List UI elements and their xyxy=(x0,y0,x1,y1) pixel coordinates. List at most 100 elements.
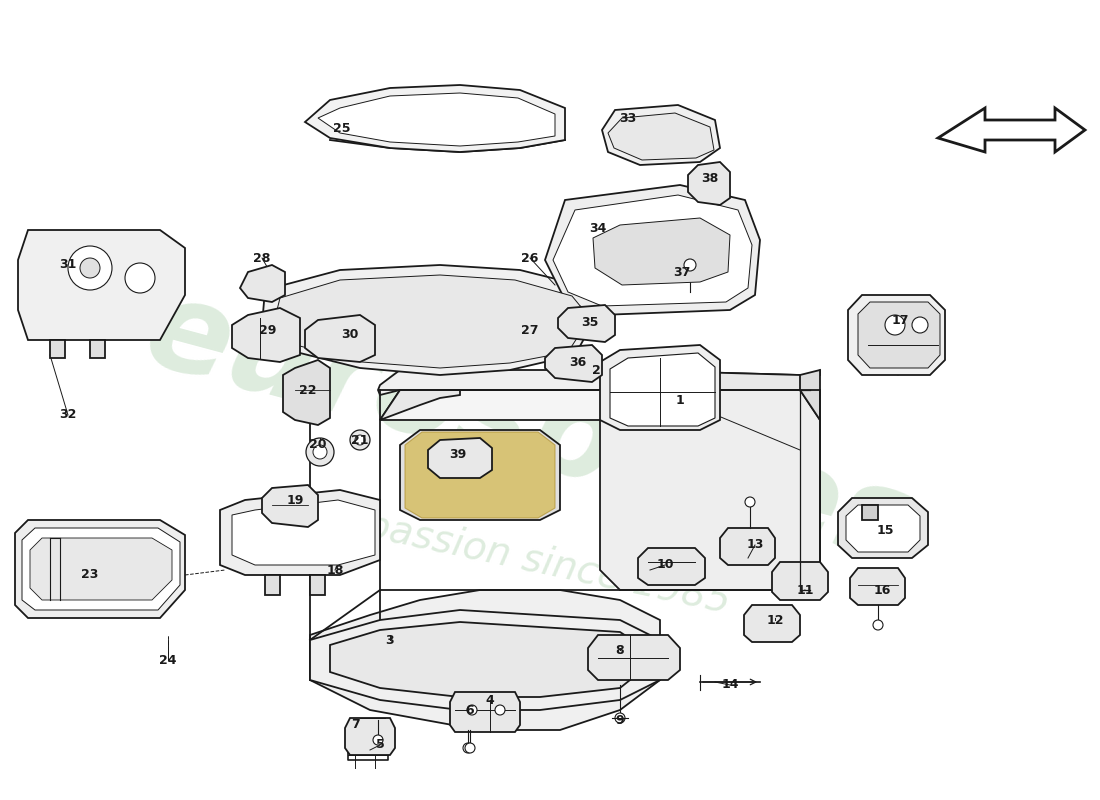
Text: 27: 27 xyxy=(521,323,539,337)
Text: 10: 10 xyxy=(657,558,673,571)
Text: 39: 39 xyxy=(450,449,466,462)
Text: 5: 5 xyxy=(375,738,384,751)
Polygon shape xyxy=(22,528,180,610)
Polygon shape xyxy=(310,590,660,730)
Polygon shape xyxy=(310,610,660,710)
Polygon shape xyxy=(838,498,928,558)
Polygon shape xyxy=(862,505,878,520)
Polygon shape xyxy=(938,108,1085,152)
Text: 32: 32 xyxy=(59,409,77,422)
Text: 20: 20 xyxy=(309,438,327,451)
Polygon shape xyxy=(378,370,820,395)
Polygon shape xyxy=(405,432,556,518)
Text: 22: 22 xyxy=(299,383,317,397)
Polygon shape xyxy=(638,548,705,585)
Polygon shape xyxy=(848,295,945,375)
Polygon shape xyxy=(310,575,324,595)
Circle shape xyxy=(350,430,370,450)
Circle shape xyxy=(465,743,475,753)
Text: 25: 25 xyxy=(333,122,351,134)
Text: 21: 21 xyxy=(351,434,369,446)
Polygon shape xyxy=(379,365,460,420)
Text: 1: 1 xyxy=(675,394,684,406)
Text: 3: 3 xyxy=(386,634,394,646)
Polygon shape xyxy=(553,195,752,306)
Polygon shape xyxy=(846,505,920,552)
Text: 11: 11 xyxy=(796,583,814,597)
Text: 24: 24 xyxy=(160,654,177,666)
Circle shape xyxy=(314,445,327,459)
Text: 7: 7 xyxy=(351,718,360,731)
Polygon shape xyxy=(50,340,65,358)
Polygon shape xyxy=(558,305,615,342)
Text: 36: 36 xyxy=(570,355,586,369)
Polygon shape xyxy=(90,340,104,358)
Polygon shape xyxy=(262,265,600,375)
Polygon shape xyxy=(232,308,300,362)
Polygon shape xyxy=(593,218,730,285)
Text: 37: 37 xyxy=(673,266,691,278)
Circle shape xyxy=(615,713,625,723)
Polygon shape xyxy=(262,485,318,527)
Circle shape xyxy=(468,705,477,715)
Polygon shape xyxy=(232,500,375,565)
Polygon shape xyxy=(744,605,800,642)
Circle shape xyxy=(373,735,383,745)
Circle shape xyxy=(463,743,473,753)
Polygon shape xyxy=(800,370,820,420)
Polygon shape xyxy=(265,575,280,595)
Polygon shape xyxy=(330,622,640,697)
Text: 13: 13 xyxy=(746,538,763,551)
Circle shape xyxy=(912,317,928,333)
Polygon shape xyxy=(305,315,375,362)
Polygon shape xyxy=(602,105,720,165)
Polygon shape xyxy=(18,230,185,340)
Text: 23: 23 xyxy=(81,569,99,582)
Polygon shape xyxy=(544,345,602,382)
Text: 29: 29 xyxy=(260,323,277,337)
Text: 4: 4 xyxy=(485,694,494,706)
Circle shape xyxy=(80,258,100,278)
Polygon shape xyxy=(544,185,760,315)
Polygon shape xyxy=(858,302,940,368)
Circle shape xyxy=(355,435,365,445)
Polygon shape xyxy=(610,353,715,426)
Polygon shape xyxy=(600,390,820,590)
Text: a passion since 1985: a passion since 1985 xyxy=(326,499,734,621)
Polygon shape xyxy=(608,113,714,160)
Text: eurospares: eurospares xyxy=(133,270,927,590)
Polygon shape xyxy=(720,528,775,565)
Polygon shape xyxy=(620,370,820,390)
Text: 17: 17 xyxy=(891,314,909,326)
Polygon shape xyxy=(772,562,828,600)
Text: 6: 6 xyxy=(465,703,474,717)
Text: 16: 16 xyxy=(873,583,891,597)
Text: 9: 9 xyxy=(616,714,625,726)
Circle shape xyxy=(306,438,334,466)
Polygon shape xyxy=(400,430,560,520)
Text: 12: 12 xyxy=(767,614,783,626)
Polygon shape xyxy=(688,162,730,205)
Polygon shape xyxy=(345,718,395,755)
Text: 8: 8 xyxy=(616,643,625,657)
Text: 34: 34 xyxy=(590,222,607,234)
Polygon shape xyxy=(428,438,492,478)
Text: 28: 28 xyxy=(253,251,271,265)
Text: 31: 31 xyxy=(59,258,77,271)
Text: 38: 38 xyxy=(702,171,718,185)
Polygon shape xyxy=(850,568,905,605)
Text: 2: 2 xyxy=(592,363,601,377)
Circle shape xyxy=(886,315,905,335)
Polygon shape xyxy=(588,635,680,680)
Polygon shape xyxy=(283,360,330,425)
Text: 15: 15 xyxy=(877,523,893,537)
Polygon shape xyxy=(240,265,285,302)
Circle shape xyxy=(745,497,755,507)
Text: 18: 18 xyxy=(327,563,343,577)
Polygon shape xyxy=(318,93,556,146)
Circle shape xyxy=(125,263,155,293)
Text: 19: 19 xyxy=(286,494,304,506)
Polygon shape xyxy=(220,490,380,575)
Text: 30: 30 xyxy=(341,329,359,342)
Text: 26: 26 xyxy=(521,251,539,265)
